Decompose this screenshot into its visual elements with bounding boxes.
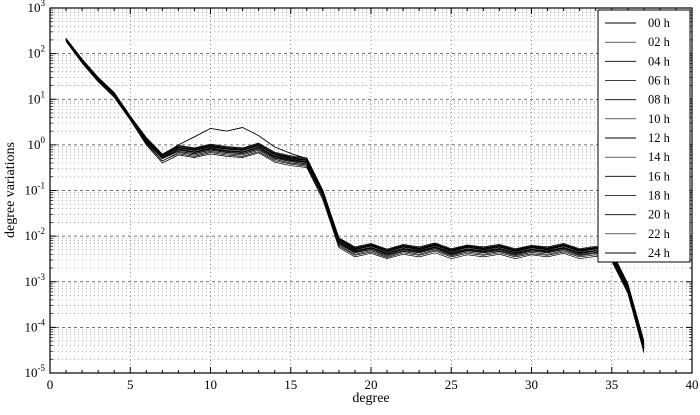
- x-tick-label: 20: [365, 377, 378, 392]
- legend-entry-label: 18 h: [648, 189, 671, 203]
- y-tick-label: 10-4: [25, 317, 46, 334]
- legend-entry-label: 08 h: [648, 93, 671, 107]
- series-line-24h: [65, 39, 645, 346]
- legend-entry-label: 02 h: [648, 35, 671, 49]
- legend-entry-label: 22 h: [648, 227, 671, 241]
- y-tick-label: 100: [28, 135, 46, 152]
- legend-entry-label: 06 h: [648, 74, 671, 88]
- x-tick-label: 10: [204, 377, 217, 392]
- x-tick-label: 30: [525, 377, 538, 392]
- legend-box: [597, 9, 691, 263]
- y-tick-label: 102: [28, 44, 46, 61]
- series-line-22h: [65, 37, 645, 343]
- y-tick-label: 10-2: [25, 226, 46, 243]
- legend-entry-label: 00 h: [648, 16, 671, 30]
- x-tick-label: 5: [127, 377, 134, 392]
- x-tick-label: 40: [686, 377, 699, 392]
- x-tick-label: 0: [47, 377, 54, 392]
- legend-entry-label: 10 h: [648, 112, 671, 126]
- series-line-06h: [65, 39, 645, 347]
- y-tick-label: 101: [28, 89, 46, 106]
- x-tick-label: 15: [284, 377, 297, 392]
- legend-entry-label: 14 h: [648, 150, 671, 164]
- x-tick-label: 25: [445, 377, 458, 392]
- y-tick-label: 10-5: [25, 363, 46, 380]
- legend-entry-label: 24 h: [648, 246, 671, 260]
- legend-entry-label: 20 h: [648, 208, 671, 222]
- x-axis-title: degree: [352, 391, 390, 406]
- series-line-12h: [65, 39, 645, 348]
- series-line-16h: [65, 38, 645, 344]
- series-line-18h: [65, 41, 645, 353]
- y-tick-label: 10-3: [25, 272, 46, 289]
- series-line-10h: [65, 40, 645, 351]
- series-line-08h: [65, 38, 645, 345]
- y-tick-label: 10-1: [25, 181, 46, 198]
- x-tick-label: 35: [605, 377, 618, 392]
- y-tick-label: 103: [28, 0, 46, 15]
- legend-entry-label: 16 h: [648, 169, 671, 183]
- y-axis-title: degree variations: [3, 141, 18, 239]
- series-line-20h: [65, 39, 645, 348]
- legend-entry-label: 04 h: [648, 54, 671, 68]
- series-line-02h: [65, 40, 645, 352]
- legend-entry-label: 12 h: [648, 131, 671, 145]
